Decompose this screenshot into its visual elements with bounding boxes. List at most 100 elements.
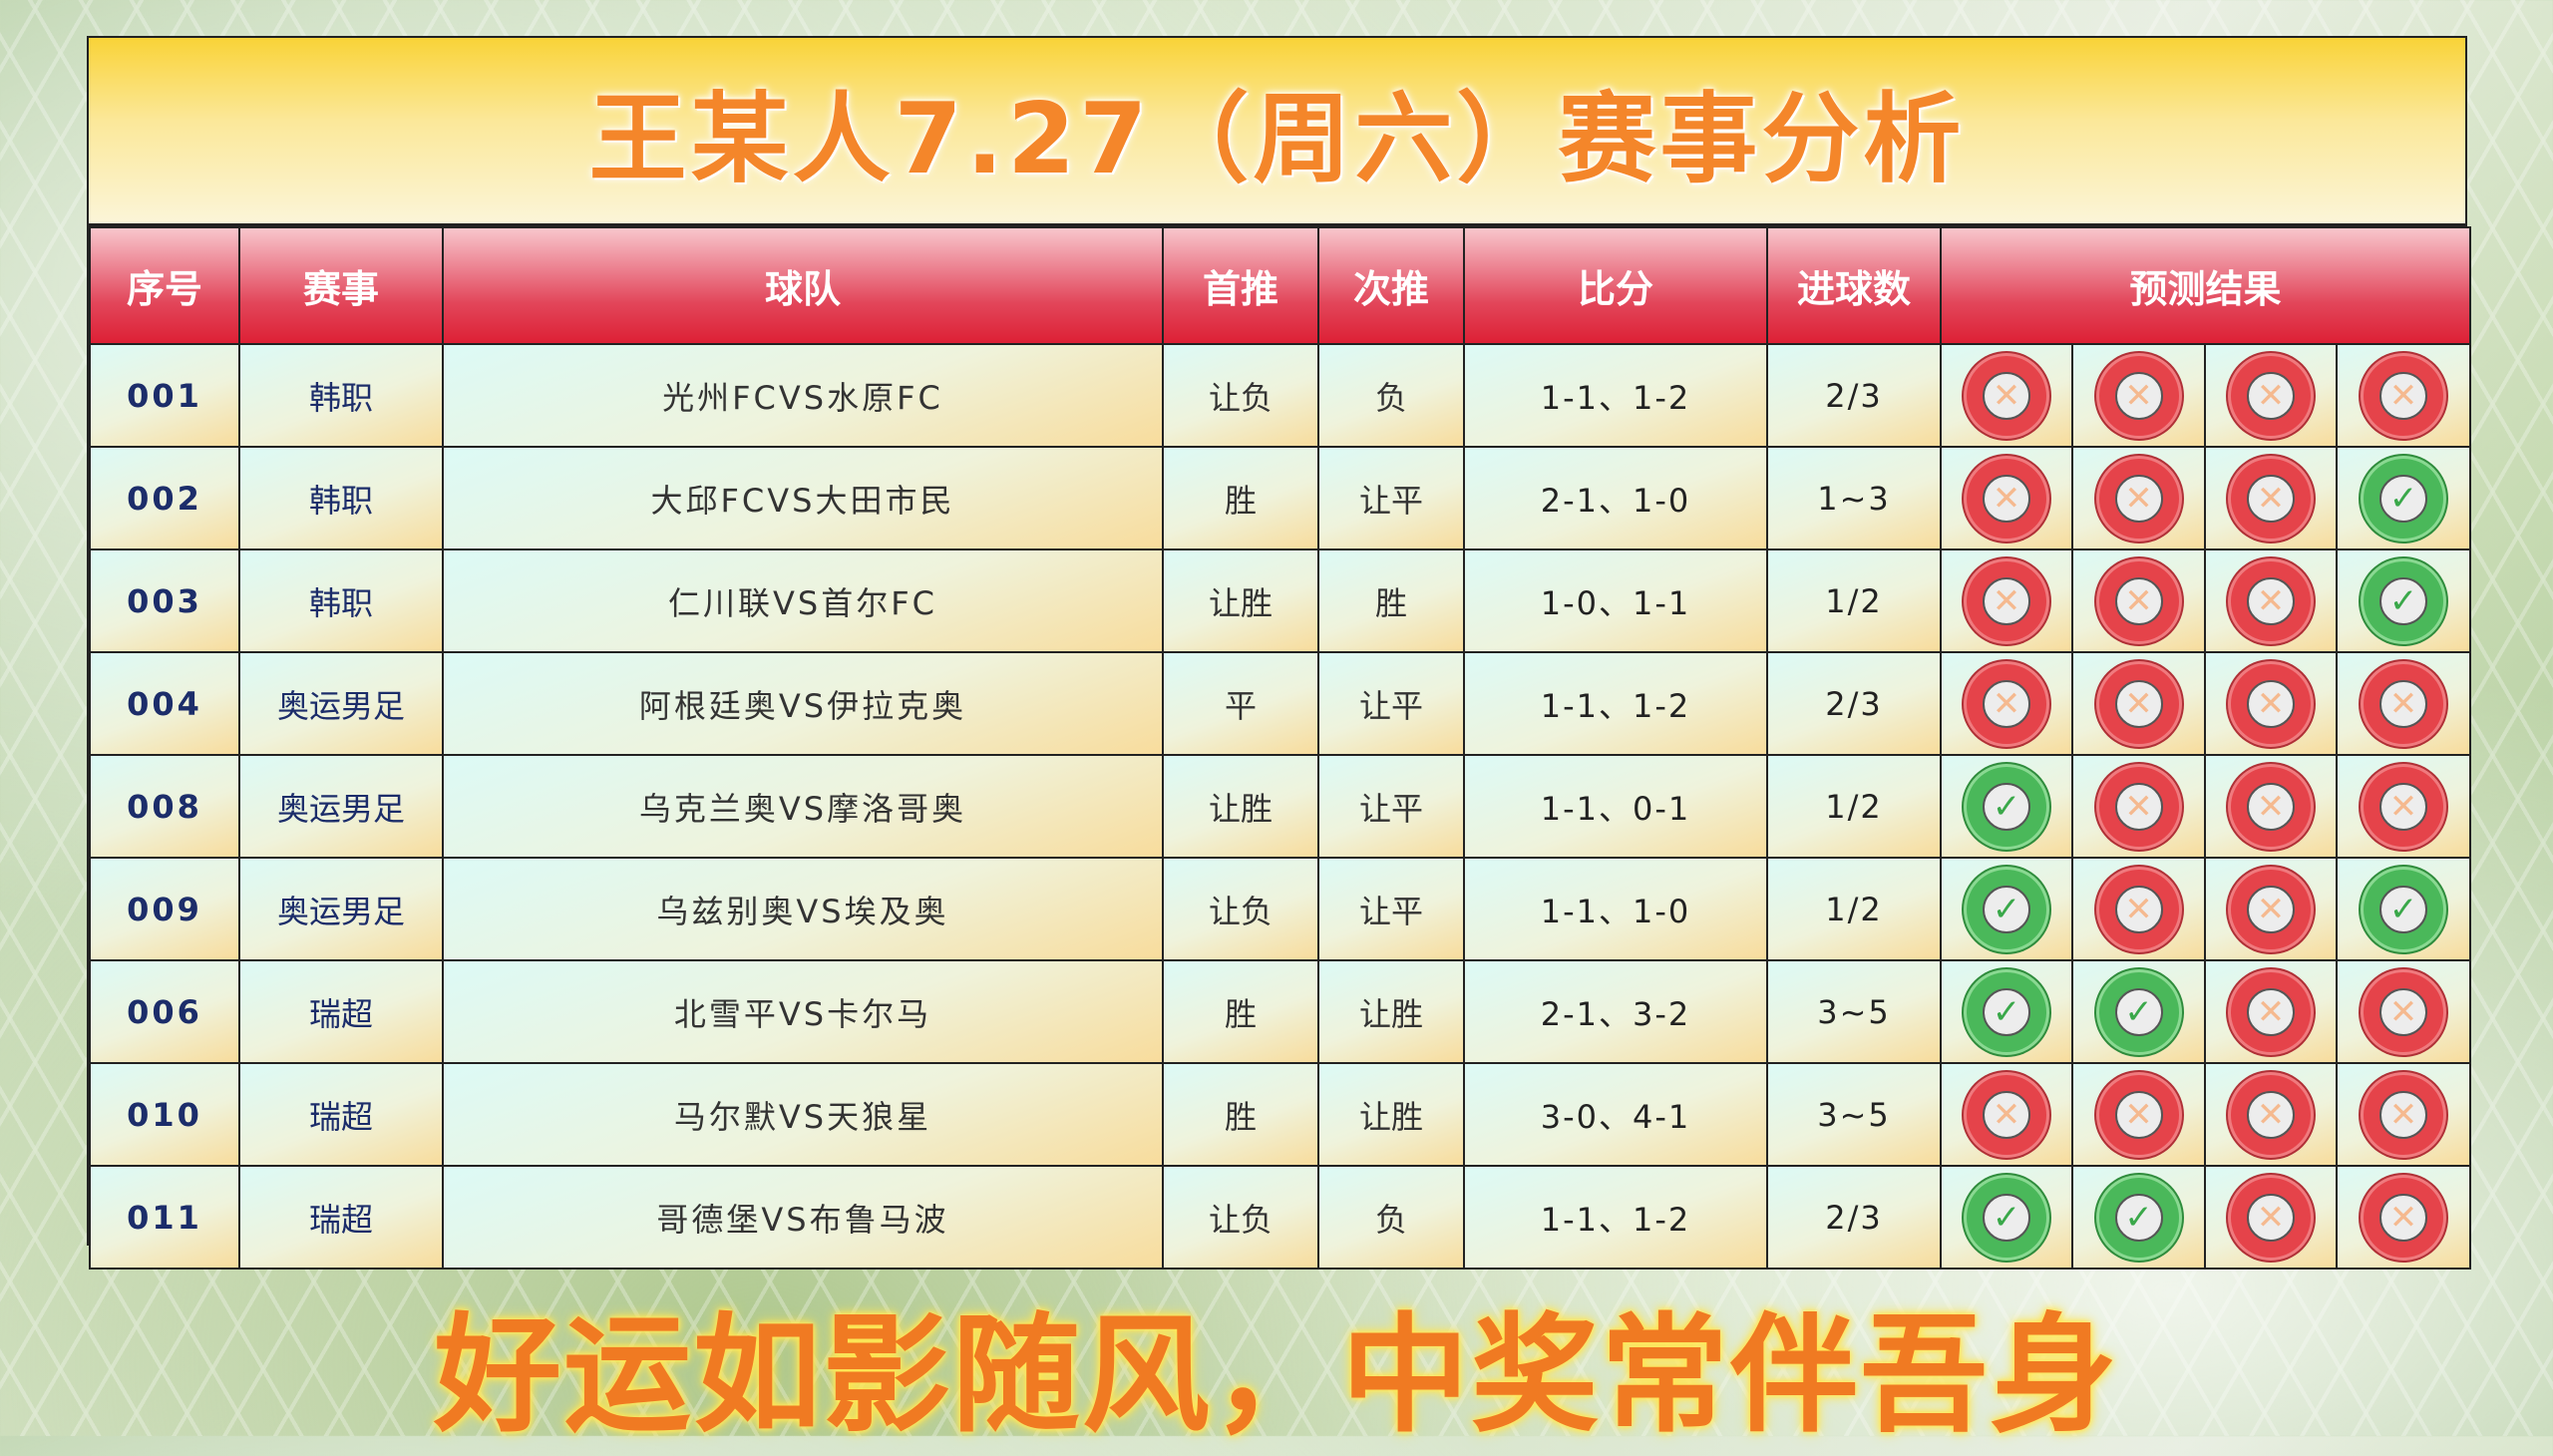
cross-icon: ✕ (2364, 1074, 2443, 1155)
cell-result: ✕ (2204, 1165, 2338, 1270)
cross-icon: ✕ (2098, 766, 2179, 847)
cell-league: 韩职 (238, 446, 444, 550)
cell-result: ✕ (1940, 1062, 2073, 1167)
cell-goals: 2/3 (1766, 343, 1942, 448)
cell-league: 奥运男足 (238, 754, 444, 859)
table-row: 010 瑞超 马尔默VS天狼星胜让胜 3-0、4-1 3~5 ✕ ✕ ✕ ✕ (89, 1062, 2472, 1167)
cell-first: 胜 (1162, 959, 1319, 1064)
cell-score: 1-1、0-1 (1463, 754, 1768, 859)
check-icon: ✓ (2364, 869, 2443, 949)
cell-result: ✕ (1940, 548, 2073, 653)
cross-icon: ✕ (2098, 560, 2179, 641)
cell-score: 1-1、1-2 (1463, 343, 1768, 448)
table-row: 011 瑞超 哥德堡VS布鲁马波 让负负 1-1、1-2 2/3 ✓ ✓ ✕ ✕ (89, 1165, 2472, 1270)
cross-icon: ✕ (2364, 355, 2443, 436)
cell-seq: 009 (89, 857, 240, 961)
cross-icon: ✕ (1967, 663, 2046, 744)
cell-first: 让胜 (1162, 754, 1319, 859)
cell-seq: 001 (89, 343, 240, 448)
table-row: 004 奥运男足 阿根廷奥VS伊拉克奥平让平 1-1、1-2 2/3 ✕ ✕ ✕ ✕ (89, 651, 2472, 756)
cell-league: 韩职 (238, 548, 444, 653)
cross-icon: ✕ (2098, 663, 2179, 744)
cell-goals: 1/2 (1766, 857, 1942, 961)
cell-score: 1-0、1-1 (1463, 548, 1768, 653)
cross-icon: ✕ (2364, 971, 2443, 1052)
header-second-pick: 次推 (1317, 226, 1465, 345)
cell-result: ✓ (2335, 857, 2472, 961)
cell-score: 2-1、3-2 (1463, 959, 1768, 1064)
cell-first: 让负 (1162, 1165, 1319, 1270)
check-icon: ✓ (1967, 971, 2046, 1052)
check-icon: ✓ (1967, 869, 2046, 949)
cell-score: 1-1、1-0 (1463, 857, 1768, 961)
cell-teams: 乌克兰奥VS摩洛哥奥 (442, 754, 1164, 859)
check-icon: ✓ (1967, 766, 2046, 847)
header-seq: 序号 (89, 226, 240, 345)
cell-first: 让负 (1162, 343, 1319, 448)
cross-icon: ✕ (2231, 971, 2311, 1052)
cross-icon: ✕ (2231, 766, 2311, 847)
header-goals: 进球数 (1766, 226, 1942, 345)
cross-icon: ✕ (1967, 1074, 2046, 1155)
cell-result: ✕ (2071, 754, 2206, 859)
cell-league: 奥运男足 (238, 651, 444, 756)
cell-result: ✓ (1940, 1165, 2073, 1270)
cell-result: ✕ (2204, 1062, 2338, 1167)
check-icon: ✓ (2364, 560, 2443, 641)
cell-second: 让胜 (1317, 959, 1465, 1064)
cross-icon: ✕ (1967, 458, 2046, 539)
cell-first: 让胜 (1162, 548, 1319, 653)
cell-second: 让平 (1317, 754, 1465, 859)
cell-score: 3-0、4-1 (1463, 1062, 1768, 1167)
cell-second: 负 (1317, 343, 1465, 448)
cell-result: ✓ (2071, 959, 2206, 1064)
cell-second: 胜 (1317, 548, 1465, 653)
cell-second: 让平 (1317, 857, 1465, 961)
cell-goals: 2/3 (1766, 1165, 1942, 1270)
check-icon: ✓ (2364, 458, 2443, 539)
cell-result: ✕ (2335, 1165, 2472, 1270)
slogan: 好运如影随风，中奖常伴吾身 (433, 1301, 2119, 1450)
cell-goals: 1/2 (1766, 754, 1942, 859)
cell-second: 让胜 (1317, 1062, 1465, 1167)
cell-teams: 光州FCVS水原FC (442, 343, 1164, 448)
cross-icon: ✕ (2098, 869, 2179, 949)
cell-seq: 010 (89, 1062, 240, 1167)
cross-icon: ✕ (1967, 355, 2046, 436)
cross-icon: ✕ (2098, 458, 2179, 539)
cell-second: 让平 (1317, 446, 1465, 550)
cell-result: ✕ (2071, 446, 2206, 550)
cell-result: ✓ (1940, 754, 2073, 859)
page-title: 王某人7.27（周六）赛事分析 (588, 83, 1966, 196)
cell-league: 瑞超 (238, 1165, 444, 1270)
cross-icon: ✕ (2231, 458, 2311, 539)
cell-teams: 大邱FCVS大田市民 (442, 446, 1164, 550)
cell-league: 韩职 (238, 343, 444, 448)
title-bar: 王某人7.27（周六）赛事分析 (89, 38, 2465, 226)
cell-league: 奥运男足 (238, 857, 444, 961)
cell-teams: 北雪平VS卡尔马 (442, 959, 1164, 1064)
cell-second: 让平 (1317, 651, 1465, 756)
cell-result: ✕ (2204, 754, 2338, 859)
header-results: 预测结果 (1939, 226, 2472, 345)
cell-seq: 003 (89, 548, 240, 653)
cell-teams: 阿根廷奥VS伊拉克奥 (442, 651, 1164, 756)
cross-icon: ✕ (2231, 1074, 2311, 1155)
cell-result: ✕ (2204, 343, 2338, 448)
cell-goals: 3~5 (1766, 959, 1942, 1064)
cell-result: ✕ (2335, 754, 2472, 859)
cell-result: ✓ (2071, 1165, 2206, 1270)
table-header: 序号 赛事 球队 首推 次推 比分 进球数 预测结果 (89, 226, 2472, 345)
table-row: 002 韩职 大邱FCVS大田市民胜让平 2-1、1-0 1~3 ✕ ✕ ✕ ✓ (89, 446, 2472, 550)
check-icon: ✓ (2098, 1177, 2179, 1258)
table-row: 008 奥运男足 乌克兰奥VS摩洛哥奥 让胜 让平 1-1、0-1 1/2 ✓ ✕ ✕ ✕ (89, 754, 2472, 859)
cell-result: ✓ (2335, 548, 2472, 653)
analysis-panel: 王某人7.27（周六）赛事分析 序号 赛事 球队 首推 次推 比分 进球数 预测… (87, 36, 2472, 1270)
cell-result: ✓ (1940, 959, 2073, 1064)
cell-result: ✕ (2204, 651, 2338, 756)
cell-result: ✕ (2335, 343, 2472, 448)
header-first-pick: 首推 (1162, 226, 1319, 345)
cell-result: ✕ (2204, 959, 2338, 1064)
cell-seq: 002 (89, 446, 240, 550)
cell-teams: 仁川联VS首尔FC (442, 548, 1164, 653)
